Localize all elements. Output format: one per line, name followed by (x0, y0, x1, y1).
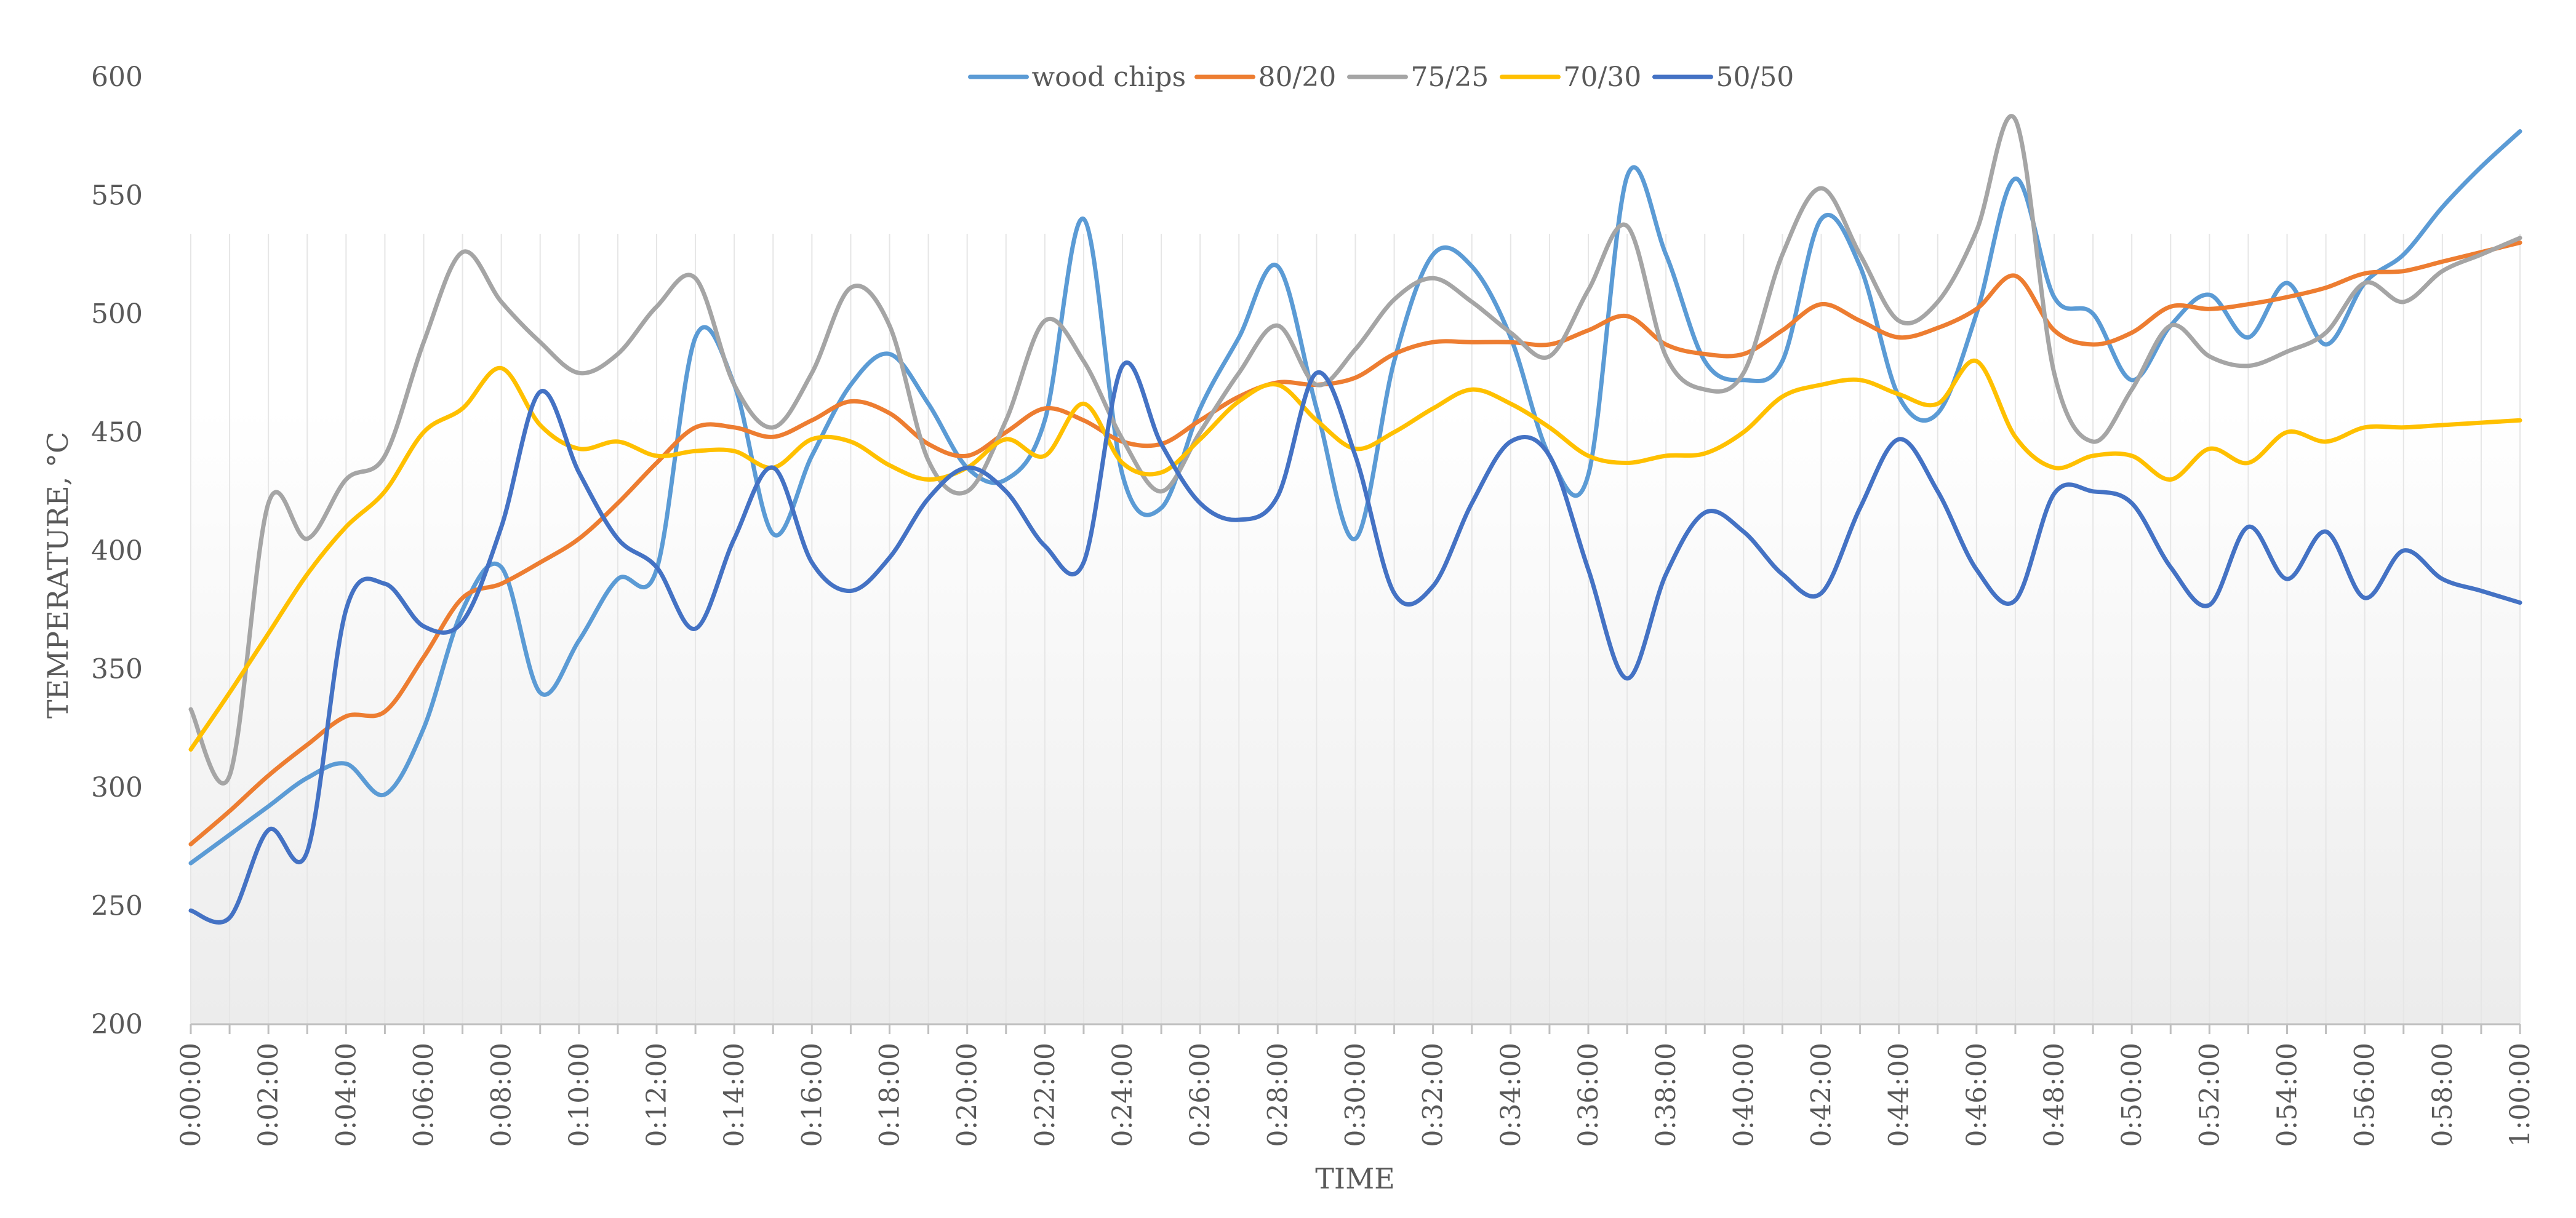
x-tick-label: 0:28:00 (1262, 1043, 1294, 1147)
x-tick-label: 0:56:00 (2350, 1043, 2381, 1147)
legend-item-75-25: 75/25 (1347, 62, 1489, 93)
series-line-75-25 (188, 114, 2522, 786)
y-tick-label: 300 (91, 772, 143, 803)
legend-label: 70/30 (1564, 62, 1642, 93)
y-tick-label: 600 (91, 62, 143, 93)
x-tick-label: 0:38:00 (1650, 1043, 1682, 1147)
x-tick-label: 0:52:00 (2194, 1043, 2225, 1147)
x-tick-label: 0:08:00 (486, 1043, 518, 1147)
x-tick-label: 0:30:00 (1340, 1043, 1372, 1147)
series-line-70-30 (188, 358, 2522, 752)
x-tick-label: 0:20:00 (952, 1043, 983, 1147)
x-tick-label: 0:46:00 (1961, 1043, 1993, 1147)
x-tick-label: 0:12:00 (641, 1043, 673, 1147)
y-tick-label: 400 (91, 535, 143, 567)
legend-item-80-20: 80/20 (1194, 62, 1337, 93)
x-tick-label: 0:58:00 (2427, 1043, 2458, 1147)
x-tick-label: 0:40:00 (1728, 1043, 1759, 1147)
y-tick-label: 550 (91, 180, 143, 212)
y-tick-label: 500 (91, 298, 143, 330)
legend-label: 80/20 (1258, 62, 1337, 93)
y-tick-label: 250 (91, 891, 143, 922)
x-tick-label: 0:50:00 (2116, 1043, 2148, 1147)
series-line-50-50 (188, 360, 2522, 925)
vertical-gridlines (190, 234, 2521, 1024)
x-tick-label: 0:54:00 (2272, 1043, 2303, 1147)
x-tick-label: 0:00:00 (175, 1043, 207, 1147)
x-tick-label: 0:06:00 (409, 1043, 440, 1147)
y-tick-label: 450 (91, 417, 143, 448)
x-tick-label: 0:22:00 (1030, 1043, 1061, 1147)
x-tick-label: 0:44:00 (1884, 1043, 1915, 1147)
legend-item-70-30: 70/30 (1500, 62, 1642, 93)
legend-label: 75/25 (1411, 62, 1489, 93)
x-tick-label: 0:14:00 (719, 1043, 750, 1147)
legend-item-wood-chips: wood chips (968, 62, 1186, 93)
x-tick-label: 0:04:00 (330, 1043, 362, 1147)
x-tick-label: 0:42:00 (1806, 1043, 1838, 1147)
series-line-wood-chips (188, 129, 2522, 866)
y-tick-label: 350 (91, 654, 143, 685)
x-tick-label: 0:32:00 (1418, 1043, 1449, 1147)
x-tick-label: 0:26:00 (1185, 1043, 1216, 1147)
x-tick-label: 0:36:00 (1573, 1043, 1604, 1147)
y-tick-label: 200 (91, 1009, 143, 1040)
x-tick-label: 0:02:00 (253, 1043, 284, 1147)
legend: wood chips 80/20 75/25 70/30 50/50 (968, 62, 1794, 93)
x-axis-title: TIME (1315, 1162, 1395, 1195)
x-tick-label: 0:18:00 (874, 1043, 906, 1147)
y-axis-title: TEMPERATURE, °C (41, 432, 74, 718)
series-lines (188, 114, 2522, 925)
legend-label: wood chips (1032, 62, 1186, 93)
x-tick-label: 0:48:00 (2039, 1043, 2070, 1147)
series-line-80-20 (188, 241, 2522, 846)
legend-item-50-50: 50/50 (1652, 62, 1794, 93)
legend-label: 50/50 (1716, 62, 1794, 93)
x-tick-label: 1:00:00 (2505, 1043, 2536, 1147)
axes: 0:00:00 0:02:00 0:04:00 0:06:00 0:08:00 0:10:… (91, 62, 2536, 1147)
x-tick-label: 0:24:00 (1107, 1043, 1138, 1147)
x-tick-label: 0:10:00 (564, 1043, 595, 1147)
x-tick-label: 0:34:00 (1495, 1043, 1527, 1147)
x-tick-label: 0:16:00 (796, 1043, 828, 1147)
